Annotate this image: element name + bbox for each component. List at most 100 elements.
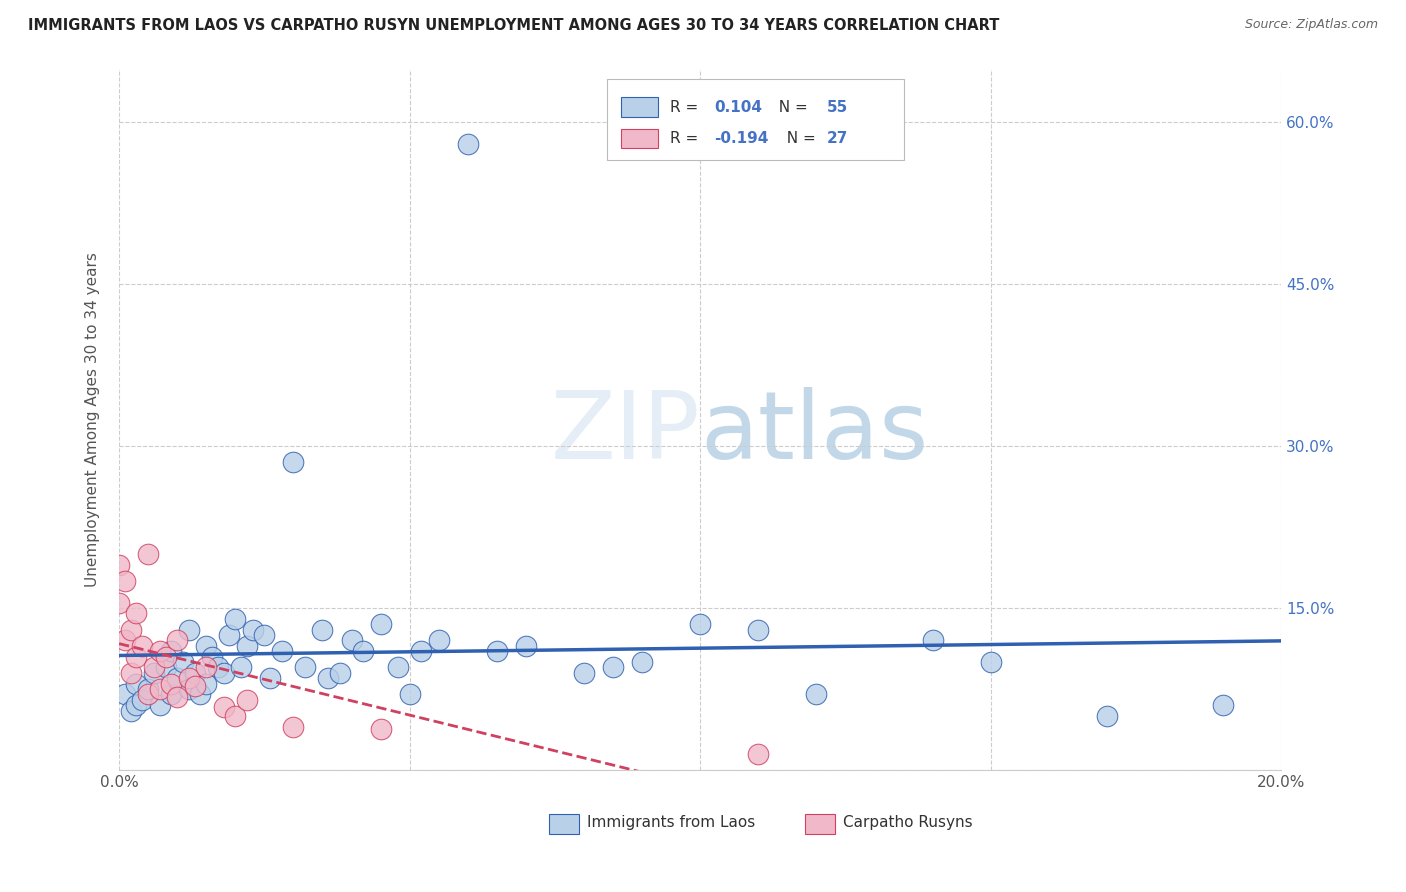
Point [218, 628, 240, 642]
Point [329, 665, 352, 680]
Point [155, 649, 177, 664]
Point [572, 665, 595, 680]
Point [689, 617, 711, 632]
Point [166, 671, 188, 685]
Point [747, 747, 769, 761]
Point [747, 623, 769, 637]
Point [201, 649, 224, 664]
Point [172, 655, 194, 669]
Point [183, 679, 205, 693]
Text: ZIP: ZIP [551, 387, 700, 479]
Point [270, 644, 292, 658]
Text: IMMIGRANTS FROM LAOS VS CARPATHO RUSYN UNEMPLOYMENT AMONG AGES 30 TO 34 YEARS CO: IMMIGRANTS FROM LAOS VS CARPATHO RUSYN U… [28, 18, 1000, 33]
Point [114, 574, 136, 588]
Point [136, 547, 159, 561]
Point [411, 644, 433, 658]
Point [242, 623, 264, 637]
Point [160, 676, 183, 690]
Point [183, 665, 205, 680]
Point [114, 687, 136, 701]
Bar [804, 814, 835, 834]
Point [602, 660, 624, 674]
Point [229, 660, 252, 674]
Bar [621, 97, 658, 117]
Bar [621, 128, 658, 148]
Point [283, 720, 305, 734]
Point [316, 671, 339, 685]
Point [236, 692, 259, 706]
Text: atlas: atlas [700, 387, 928, 479]
Point [120, 623, 142, 637]
Point [177, 671, 200, 685]
Point [195, 676, 218, 690]
Point [160, 687, 183, 701]
Point [142, 665, 165, 680]
Point [125, 607, 148, 621]
Point [631, 655, 654, 669]
Y-axis label: Unemployment Among Ages 30 to 34 years: Unemployment Among Ages 30 to 34 years [86, 252, 100, 587]
Point [340, 633, 363, 648]
Point [485, 644, 508, 658]
Point [166, 690, 188, 704]
Point [311, 623, 333, 637]
Point [387, 660, 409, 674]
Text: Carpatho Rusyns: Carpatho Rusyns [844, 815, 973, 830]
Point [136, 681, 159, 696]
Point [120, 665, 142, 680]
Point [370, 617, 392, 632]
Point [108, 596, 131, 610]
Point [166, 633, 188, 648]
Point [1212, 698, 1234, 713]
Point [207, 660, 229, 674]
Text: Source: ZipAtlas.com: Source: ZipAtlas.com [1244, 18, 1378, 31]
Text: 0.104: 0.104 [714, 100, 762, 114]
Text: -0.194: -0.194 [714, 131, 769, 146]
Point [125, 698, 148, 713]
Point [142, 660, 165, 674]
Point [980, 655, 1002, 669]
Point [155, 660, 177, 674]
Point [136, 687, 159, 701]
Point [236, 639, 259, 653]
Point [224, 709, 246, 723]
Point [125, 676, 148, 690]
Point [212, 700, 235, 714]
Point [427, 633, 450, 648]
Point [921, 633, 943, 648]
Point [149, 681, 172, 696]
Point [253, 628, 276, 642]
Text: 55: 55 [827, 100, 848, 114]
Point [212, 665, 235, 680]
Point [259, 671, 281, 685]
Point [294, 660, 316, 674]
Text: R =: R = [671, 131, 703, 146]
Point [131, 639, 153, 653]
Point [177, 623, 200, 637]
Point [224, 612, 246, 626]
Point [283, 455, 305, 469]
Point [398, 687, 420, 701]
Point [806, 687, 828, 701]
Point [125, 649, 148, 664]
Text: Immigrants from Laos: Immigrants from Laos [588, 815, 756, 830]
FancyBboxPatch shape [607, 79, 904, 160]
Text: N =: N = [778, 131, 821, 146]
Point [457, 136, 479, 151]
Point [370, 722, 392, 736]
Point [1095, 709, 1118, 723]
Point [120, 704, 142, 718]
Point [177, 681, 200, 696]
Bar [550, 814, 579, 834]
Point [352, 644, 374, 658]
Point [108, 558, 131, 572]
Point [195, 639, 218, 653]
Point [515, 639, 537, 653]
Point [195, 660, 218, 674]
Point [149, 644, 172, 658]
Text: N =: N = [769, 100, 813, 114]
Point [160, 644, 183, 658]
Point [190, 687, 212, 701]
Point [149, 698, 172, 713]
Point [131, 692, 153, 706]
Text: R =: R = [671, 100, 703, 114]
